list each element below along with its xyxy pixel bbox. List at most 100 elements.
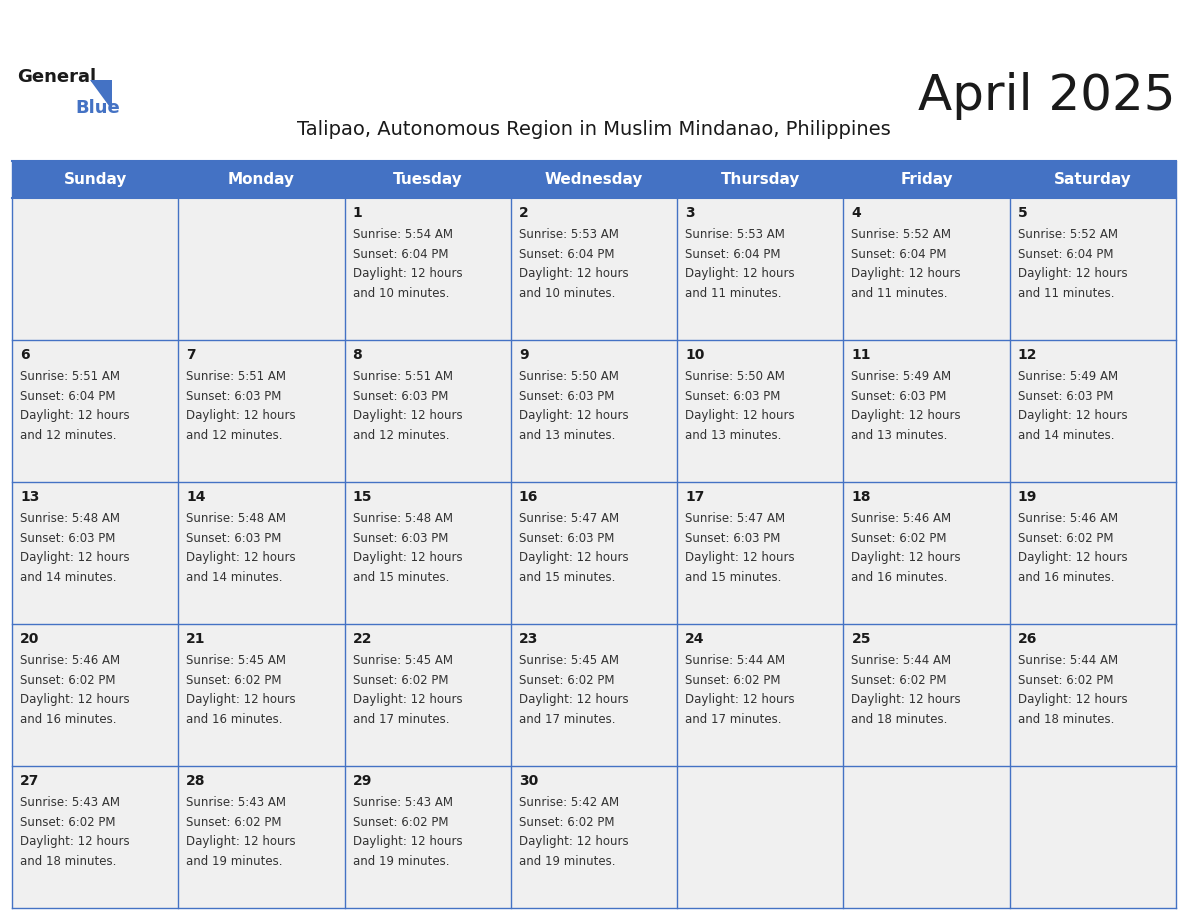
Text: Daylight: 12 hours: Daylight: 12 hours [519, 409, 628, 422]
Bar [511, 341, 677, 482]
Text: Daylight: 12 hours: Daylight: 12 hours [20, 693, 129, 706]
Text: 13: 13 [20, 490, 39, 504]
Text: Daylight: 12 hours: Daylight: 12 hours [20, 409, 129, 422]
Text: 1: 1 [353, 207, 362, 220]
Text: and 19 minutes.: and 19 minutes. [353, 855, 449, 868]
Text: 11: 11 [852, 348, 871, 363]
Text: 6: 6 [20, 348, 30, 363]
Text: and 11 minutes.: and 11 minutes. [852, 287, 948, 300]
Text: Sunset: 6:03 PM: Sunset: 6:03 PM [353, 532, 448, 544]
Text: Sunset: 6:03 PM: Sunset: 6:03 PM [353, 390, 448, 403]
Text: 28: 28 [187, 774, 206, 788]
Text: 5: 5 [1018, 207, 1028, 220]
Text: Daylight: 12 hours: Daylight: 12 hours [1018, 409, 1127, 422]
Text: Sunrise: 5:46 AM: Sunrise: 5:46 AM [1018, 512, 1118, 525]
Bar [12, 162, 1176, 198]
Text: and 11 minutes.: and 11 minutes. [685, 287, 782, 300]
Text: Sunrise: 5:46 AM: Sunrise: 5:46 AM [852, 512, 952, 525]
Text: and 15 minutes.: and 15 minutes. [353, 571, 449, 584]
Bar [345, 482, 511, 624]
Text: and 17 minutes.: and 17 minutes. [353, 712, 449, 726]
Text: and 12 minutes.: and 12 minutes. [20, 429, 116, 442]
Text: Sunset: 6:02 PM: Sunset: 6:02 PM [20, 815, 115, 829]
Bar [345, 198, 511, 341]
Text: 26: 26 [1018, 633, 1037, 646]
Text: Daylight: 12 hours: Daylight: 12 hours [353, 835, 462, 848]
Bar [345, 624, 511, 767]
Text: Sunrise: 5:43 AM: Sunrise: 5:43 AM [20, 796, 120, 809]
Text: Sunset: 6:02 PM: Sunset: 6:02 PM [353, 674, 448, 687]
Text: Sunset: 6:02 PM: Sunset: 6:02 PM [187, 674, 282, 687]
Polygon shape [90, 80, 112, 110]
Bar [12, 198, 178, 341]
Text: and 14 minutes.: and 14 minutes. [187, 571, 283, 584]
Text: Sunset: 6:02 PM: Sunset: 6:02 PM [1018, 532, 1113, 544]
Text: Daylight: 12 hours: Daylight: 12 hours [519, 835, 628, 848]
Text: Daylight: 12 hours: Daylight: 12 hours [20, 835, 129, 848]
Text: Daylight: 12 hours: Daylight: 12 hours [519, 693, 628, 706]
Text: Sunrise: 5:48 AM: Sunrise: 5:48 AM [353, 512, 453, 525]
Text: Sunrise: 5:42 AM: Sunrise: 5:42 AM [519, 796, 619, 809]
Bar [178, 482, 345, 624]
Text: Sunset: 6:04 PM: Sunset: 6:04 PM [852, 248, 947, 261]
Text: Sunrise: 5:49 AM: Sunrise: 5:49 AM [852, 370, 952, 384]
Text: Sunset: 6:02 PM: Sunset: 6:02 PM [20, 674, 115, 687]
Bar [843, 198, 1010, 341]
Text: Sunrise: 5:49 AM: Sunrise: 5:49 AM [1018, 370, 1118, 384]
Text: Sunset: 6:02 PM: Sunset: 6:02 PM [353, 815, 448, 829]
Text: and 15 minutes.: and 15 minutes. [519, 571, 615, 584]
Text: Sunset: 6:03 PM: Sunset: 6:03 PM [685, 390, 781, 403]
Text: Sunrise: 5:44 AM: Sunrise: 5:44 AM [852, 655, 952, 667]
Text: Daylight: 12 hours: Daylight: 12 hours [852, 267, 961, 281]
Text: General: General [17, 68, 96, 86]
Text: Sunset: 6:04 PM: Sunset: 6:04 PM [353, 248, 448, 261]
Bar [677, 767, 843, 908]
Text: Sunrise: 5:47 AM: Sunrise: 5:47 AM [519, 512, 619, 525]
Text: Sunrise: 5:44 AM: Sunrise: 5:44 AM [685, 655, 785, 667]
Bar [843, 767, 1010, 908]
Text: Sunday: Sunday [63, 173, 127, 187]
Text: Sunrise: 5:45 AM: Sunrise: 5:45 AM [187, 655, 286, 667]
Bar [178, 198, 345, 341]
Text: Daylight: 12 hours: Daylight: 12 hours [519, 552, 628, 565]
Text: Sunset: 6:02 PM: Sunset: 6:02 PM [519, 815, 614, 829]
Bar [511, 624, 677, 767]
Text: and 10 minutes.: and 10 minutes. [519, 287, 615, 300]
Text: Daylight: 12 hours: Daylight: 12 hours [187, 835, 296, 848]
Bar [843, 341, 1010, 482]
Text: Sunset: 6:04 PM: Sunset: 6:04 PM [519, 248, 614, 261]
Bar [511, 198, 677, 341]
Bar [12, 624, 178, 767]
Text: and 16 minutes.: and 16 minutes. [187, 712, 283, 726]
Text: and 14 minutes.: and 14 minutes. [1018, 429, 1114, 442]
Text: 22: 22 [353, 633, 372, 646]
Bar [12, 341, 178, 482]
Bar [1010, 341, 1176, 482]
Text: 14: 14 [187, 490, 206, 504]
Bar [1010, 482, 1176, 624]
Text: Daylight: 12 hours: Daylight: 12 hours [20, 552, 129, 565]
Text: and 16 minutes.: and 16 minutes. [1018, 571, 1114, 584]
Text: 30: 30 [519, 774, 538, 788]
Text: Sunrise: 5:48 AM: Sunrise: 5:48 AM [187, 512, 286, 525]
Text: Sunset: 6:02 PM: Sunset: 6:02 PM [852, 532, 947, 544]
Text: Sunrise: 5:52 AM: Sunrise: 5:52 AM [852, 229, 952, 241]
Bar [1010, 198, 1176, 341]
Text: Daylight: 12 hours: Daylight: 12 hours [1018, 693, 1127, 706]
Text: Sunrise: 5:45 AM: Sunrise: 5:45 AM [353, 655, 453, 667]
Text: Sunset: 6:03 PM: Sunset: 6:03 PM [187, 390, 282, 403]
Text: Daylight: 12 hours: Daylight: 12 hours [187, 552, 296, 565]
Bar [12, 482, 178, 624]
Text: and 19 minutes.: and 19 minutes. [187, 855, 283, 868]
Text: 4: 4 [852, 207, 861, 220]
Text: Sunset: 6:03 PM: Sunset: 6:03 PM [20, 532, 115, 544]
Text: Sunset: 6:02 PM: Sunset: 6:02 PM [685, 674, 781, 687]
Text: and 14 minutes.: and 14 minutes. [20, 571, 116, 584]
Text: Sunrise: 5:51 AM: Sunrise: 5:51 AM [20, 370, 120, 384]
Bar [345, 341, 511, 482]
Text: and 18 minutes.: and 18 minutes. [20, 855, 116, 868]
Text: Daylight: 12 hours: Daylight: 12 hours [685, 409, 795, 422]
Text: Wednesday: Wednesday [545, 173, 643, 187]
Text: Daylight: 12 hours: Daylight: 12 hours [685, 693, 795, 706]
Text: Sunrise: 5:43 AM: Sunrise: 5:43 AM [353, 796, 453, 809]
